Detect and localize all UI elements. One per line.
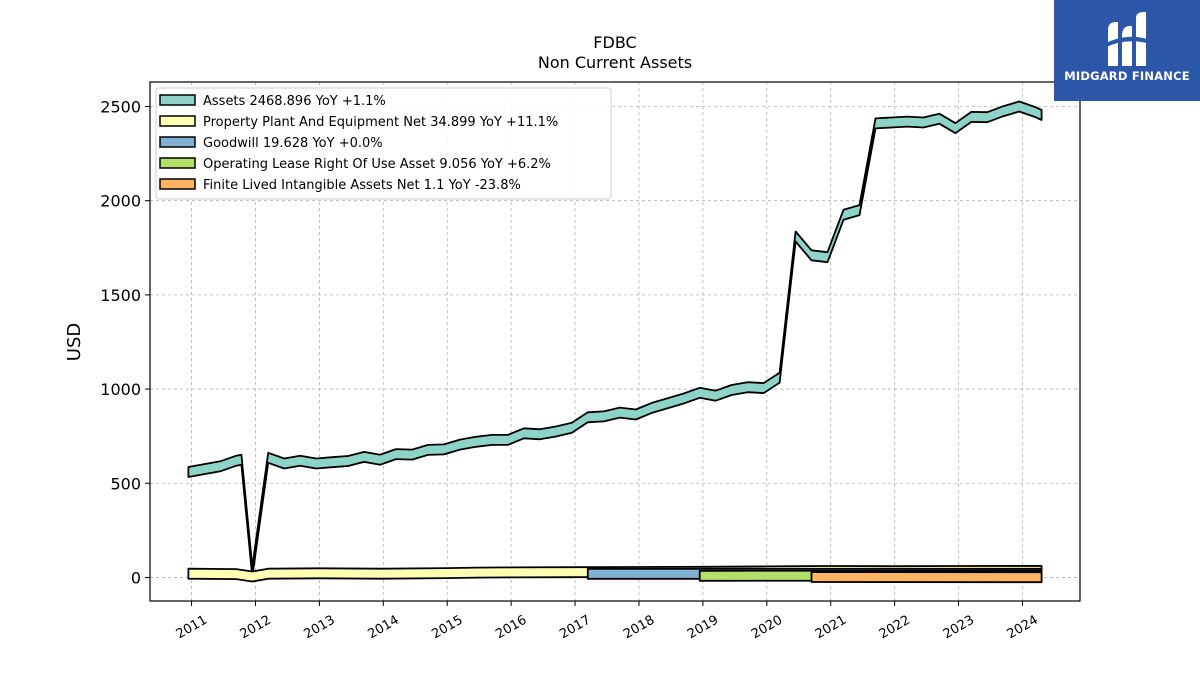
x-tick-label: 2015 [429, 613, 465, 643]
legend-swatch [159, 115, 196, 127]
chart-subtitle: Non Current Assets [538, 53, 692, 72]
legend-swatch [159, 94, 196, 106]
legend-label: Goodwill 19.628 YoY +0.0% [203, 136, 383, 151]
legend-label: Property Plant And Equipment Net 34.899 … [203, 115, 558, 130]
series-band-4 [810, 571, 1043, 584]
x-tick-label: 2020 [749, 613, 785, 643]
x-tick-label: 2024 [1005, 613, 1041, 643]
y-axis-label: USD [64, 323, 85, 361]
x-tick-label: 2014 [365, 613, 401, 643]
plot-frame [149, 81, 1081, 602]
x-tick-label: 2017 [557, 613, 593, 643]
x-tick-label: 2022 [877, 613, 913, 643]
y-tick-label: 1000 [100, 380, 141, 399]
legend-label: Operating Lease Right Of Use Asset 9.056… [203, 157, 551, 172]
x-tick-label: 2013 [302, 613, 338, 643]
x-tick-label: 2023 [941, 613, 977, 643]
legend-swatch [159, 136, 196, 148]
x-tick-label: 2021 [813, 613, 849, 643]
brand-logo: MIDGARD FINANCE [1054, 0, 1200, 101]
x-tick-label: 2016 [493, 613, 529, 643]
y-tick-label: 500 [110, 474, 141, 493]
brand-mark-icon [1104, 12, 1150, 66]
y-tick-label: 2500 [100, 97, 141, 116]
series-layer [187, 100, 1043, 584]
x-tick-label: 2012 [238, 613, 274, 643]
legend-label: Finite Lived Intangible Assets Net 1.1 Y… [203, 178, 521, 193]
legend: Assets 2468.896 YoY +1.1% Property Plant … [155, 87, 612, 200]
x-tick-label: 2018 [621, 613, 657, 643]
legend-swatch [159, 157, 196, 169]
chart-title: FDBC [593, 33, 636, 52]
series-band-0 [187, 100, 1043, 578]
y-tick-label: 2000 [100, 192, 141, 211]
x-tick-label: 2019 [685, 613, 721, 643]
y-tick-label: 0 [131, 568, 141, 587]
brand-name: MIDGARD FINANCE [1064, 69, 1190, 83]
legend-box [155, 87, 612, 200]
legend-label: Assets 2468.896 YoY +1.1% [203, 94, 386, 109]
y-tick-label: 1500 [100, 286, 141, 305]
legend-swatch [159, 178, 196, 190]
x-tick-label: 2011 [174, 613, 210, 643]
